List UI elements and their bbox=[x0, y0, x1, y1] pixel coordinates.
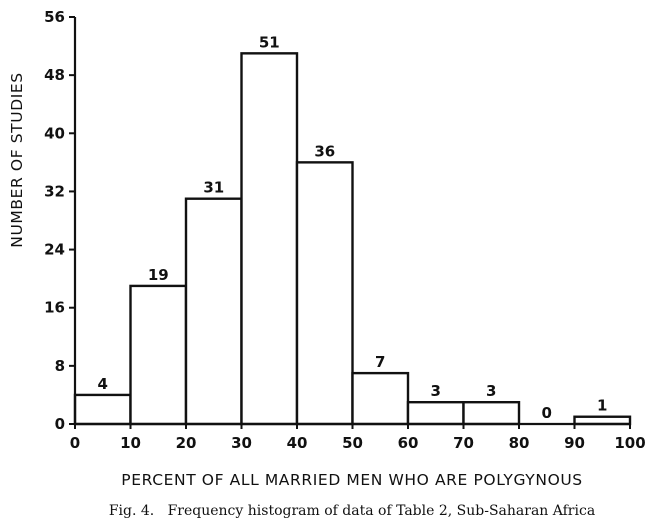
histogram-bar bbox=[351, 371, 410, 426]
x-tick-label: 0 bbox=[70, 434, 80, 452]
bar-value-label: 4 bbox=[98, 375, 108, 393]
y-tick-label: 24 bbox=[44, 241, 65, 259]
histogram-bar bbox=[184, 197, 243, 426]
bar-value-label: 0 bbox=[542, 404, 552, 422]
y-tick-label: 56 bbox=[44, 8, 65, 26]
bar-value-label: 1 bbox=[597, 397, 607, 415]
bars-group: 4 19 31 51 36 7 3 3 0 1 bbox=[73, 33, 632, 426]
x-tick-label: 100 bbox=[614, 434, 645, 452]
x-tick-label: 90 bbox=[564, 434, 585, 452]
histogram-bar bbox=[406, 400, 465, 426]
histogram-bar bbox=[295, 161, 354, 426]
bar-value-label: 7 bbox=[375, 353, 385, 371]
x-tick-label: 60 bbox=[398, 434, 419, 452]
figure-caption: Fig. 4. Frequency histogram of data of T… bbox=[109, 503, 595, 519]
histogram-bar bbox=[240, 52, 299, 426]
y-axis-title: NUMBER OF STUDIES bbox=[8, 72, 26, 247]
y-tick-label: 16 bbox=[44, 299, 65, 317]
bar-value-label: 51 bbox=[259, 33, 280, 51]
bar-value-label: 19 bbox=[148, 266, 169, 284]
y-tick-label: 32 bbox=[44, 182, 65, 200]
x-tick-label: 20 bbox=[176, 434, 197, 452]
bar-value-label: 3 bbox=[431, 382, 441, 400]
y-tick-label: 48 bbox=[44, 66, 65, 84]
bar-value-label: 36 bbox=[314, 142, 335, 160]
bar-value-label: 3 bbox=[486, 382, 496, 400]
bar-value-label: 31 bbox=[203, 179, 224, 197]
x-tick-label: 80 bbox=[509, 434, 530, 452]
histogram-bar bbox=[73, 393, 132, 426]
histogram-bar bbox=[129, 284, 188, 426]
histogram-bar bbox=[462, 400, 521, 426]
x-axis-title: PERCENT OF ALL MARRIED MEN WHO ARE POLYG… bbox=[121, 471, 583, 489]
x-tick-label: 10 bbox=[120, 434, 141, 452]
y-tick-label: 8 bbox=[55, 357, 65, 375]
y-tick-label: 40 bbox=[44, 124, 65, 142]
y-tick-label: 0 bbox=[55, 415, 65, 433]
x-tick-label: 70 bbox=[453, 434, 474, 452]
x-tick-label: 50 bbox=[342, 434, 363, 452]
x-tick-label: 40 bbox=[287, 434, 308, 452]
x-tick-label: 30 bbox=[231, 434, 252, 452]
